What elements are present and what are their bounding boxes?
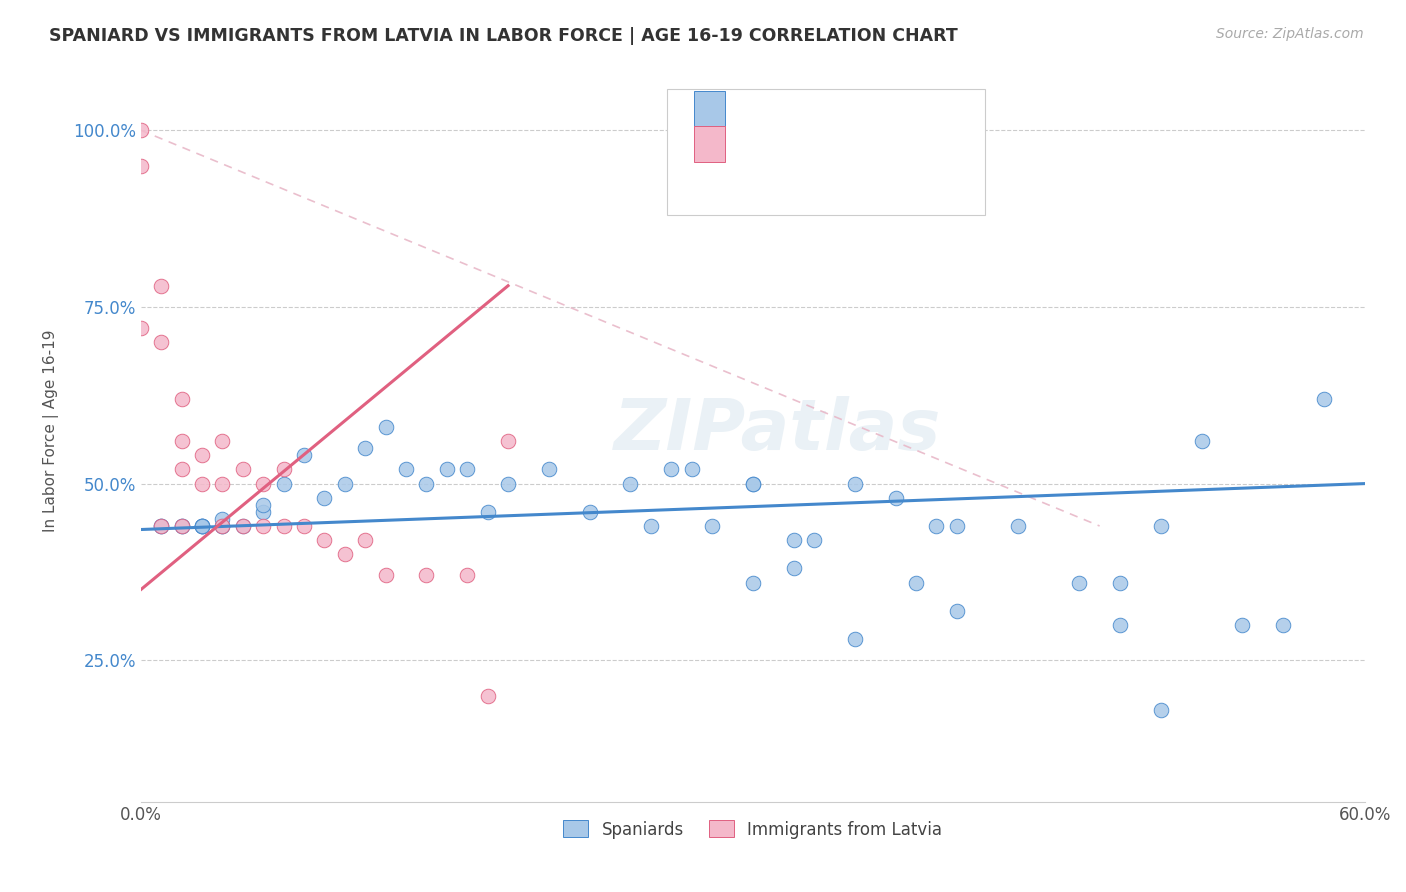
Point [170, 519, 193, 533]
Point [844, 632, 866, 646]
Point [456, 462, 478, 476]
Point [232, 519, 254, 533]
Point [232, 462, 254, 476]
Point [252, 519, 274, 533]
Point [273, 476, 295, 491]
Point [314, 491, 336, 505]
Point [191, 519, 214, 533]
Point [252, 498, 274, 512]
Point [191, 519, 214, 533]
Point [314, 533, 336, 548]
Point [803, 533, 825, 548]
Point [436, 462, 458, 476]
Point [946, 604, 969, 618]
Point [170, 462, 193, 476]
Point [782, 561, 804, 575]
Point [129, 123, 152, 137]
Point [129, 321, 152, 335]
Point [415, 568, 437, 582]
Point [1109, 618, 1132, 632]
Point [333, 547, 356, 561]
Point [905, 575, 928, 590]
Point [925, 519, 948, 533]
Point [354, 442, 377, 456]
Point [741, 476, 763, 491]
Point [354, 533, 377, 548]
Point [1150, 519, 1173, 533]
Point [211, 434, 233, 449]
Point [211, 519, 233, 533]
Text: R = 0.042   N = 56: R = 0.042 N = 56 [737, 95, 907, 114]
Legend: Spaniards, Immigrants from Latvia: Spaniards, Immigrants from Latvia [557, 814, 949, 846]
Point [191, 519, 214, 533]
Text: R =  0.313   N = 30: R = 0.313 N = 30 [737, 131, 912, 149]
Text: ZIPatlas: ZIPatlas [613, 396, 941, 465]
Point [273, 462, 295, 476]
Point [844, 476, 866, 491]
Point [333, 476, 356, 491]
FancyBboxPatch shape [668, 89, 986, 215]
Text: Source: ZipAtlas.com: Source: ZipAtlas.com [1216, 27, 1364, 41]
Point [578, 505, 600, 519]
Point [1232, 618, 1254, 632]
Point [150, 519, 173, 533]
Point [211, 476, 233, 491]
Point [150, 519, 173, 533]
Point [619, 476, 641, 491]
Point [374, 568, 396, 582]
Point [150, 335, 173, 350]
Point [129, 159, 152, 173]
Point [884, 491, 907, 505]
FancyBboxPatch shape [695, 126, 724, 161]
Point [741, 476, 763, 491]
Point [395, 462, 418, 476]
Point [659, 462, 682, 476]
FancyBboxPatch shape [695, 91, 724, 127]
Point [1007, 519, 1029, 533]
Point [477, 505, 499, 519]
Point [1313, 392, 1336, 406]
Point [170, 392, 193, 406]
Point [496, 434, 519, 449]
Point [537, 462, 560, 476]
Point [741, 575, 763, 590]
Point [374, 420, 396, 434]
Point [681, 462, 703, 476]
Point [456, 568, 478, 582]
Point [191, 519, 214, 533]
Point [782, 533, 804, 548]
Point [1069, 575, 1091, 590]
Point [150, 519, 173, 533]
Point [1191, 434, 1213, 449]
Point [415, 476, 437, 491]
Point [946, 519, 969, 533]
Point [232, 519, 254, 533]
Point [273, 519, 295, 533]
Point [1272, 618, 1295, 632]
Point [252, 476, 274, 491]
Point [1109, 575, 1132, 590]
Point [170, 519, 193, 533]
Point [252, 505, 274, 519]
Point [700, 519, 723, 533]
Point [211, 519, 233, 533]
Point [496, 476, 519, 491]
Point [640, 519, 662, 533]
Point [170, 434, 193, 449]
Point [211, 512, 233, 526]
Point [170, 519, 193, 533]
Point [477, 689, 499, 703]
Point [292, 448, 315, 462]
Y-axis label: In Labor Force | Age 16-19: In Labor Force | Age 16-19 [44, 329, 59, 532]
Point [150, 278, 173, 293]
Point [1150, 703, 1173, 717]
Text: SPANIARD VS IMMIGRANTS FROM LATVIA IN LABOR FORCE | AGE 16-19 CORRELATION CHART: SPANIARD VS IMMIGRANTS FROM LATVIA IN LA… [49, 27, 957, 45]
Point [191, 448, 214, 462]
Point [292, 519, 315, 533]
Point [211, 519, 233, 533]
Point [191, 476, 214, 491]
